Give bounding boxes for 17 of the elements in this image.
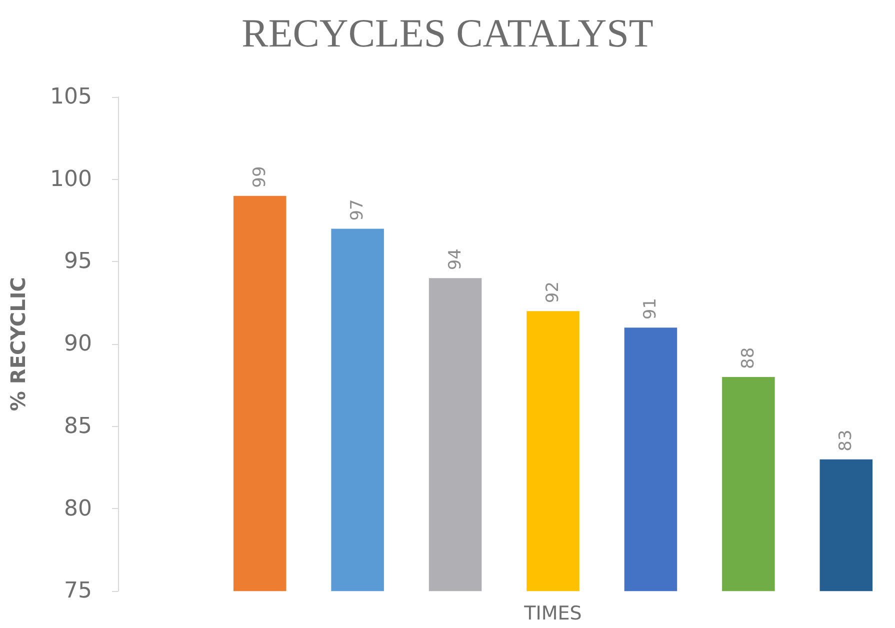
- chart-title: RECYCLES CATALYST: [242, 10, 654, 56]
- y-axis-title: % RECYCLIC: [6, 277, 30, 412]
- data-label: 99: [250, 166, 270, 188]
- x-axis-title: TIMES: [523, 602, 582, 624]
- data-label: 94: [445, 248, 466, 270]
- y-tick-label: 95: [64, 249, 92, 274]
- data-label: 91: [640, 298, 661, 320]
- data-label: 88: [738, 347, 758, 369]
- y-tick-label: 80: [64, 496, 92, 522]
- y-tick-label: 85: [64, 414, 92, 439]
- data-label: 92: [543, 281, 563, 304]
- data-label: 97: [348, 199, 368, 221]
- y-tick-label: 100: [50, 166, 92, 192]
- y-tick-label: 105: [50, 84, 92, 110]
- y-tick-label: 75: [64, 578, 92, 604]
- data-label: 83: [836, 430, 856, 452]
- y-tick-label: 90: [64, 332, 92, 357]
